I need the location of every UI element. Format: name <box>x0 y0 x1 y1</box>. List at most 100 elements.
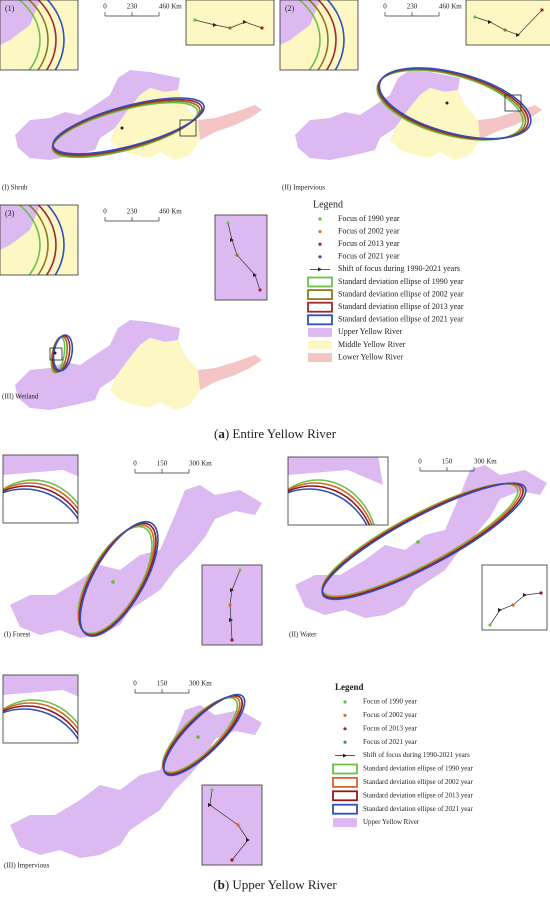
legend-label: Focus of 2002 year <box>363 711 418 719</box>
inset-ellipse <box>288 479 375 525</box>
inset-ellipse <box>3 488 78 521</box>
focus-cluster <box>416 540 420 544</box>
inset-ellipse <box>18 205 41 275</box>
scale-label: 230 <box>127 3 138 11</box>
focus-box <box>504 94 522 112</box>
focus-cluster <box>196 735 200 739</box>
panel-label: (II) Impervious <box>282 184 325 192</box>
focus-point <box>260 26 264 30</box>
inset-land <box>3 455 78 477</box>
inset-frame <box>481 564 548 631</box>
focus-cluster <box>111 580 115 584</box>
focus-point <box>258 288 262 292</box>
panel-label: (III) Wetland <box>2 393 39 401</box>
focus-box <box>49 347 63 361</box>
ellipse <box>79 520 159 637</box>
legend-point <box>318 230 322 234</box>
scale-label: 460 Km <box>159 208 182 216</box>
legend-label: Standard deviation ellipse of 1990 year <box>363 765 473 773</box>
caption-part: ( <box>213 877 217 892</box>
legend-point <box>343 700 347 704</box>
inset-frame <box>185 0 275 46</box>
shift-arrow <box>253 273 257 277</box>
focus-cluster <box>53 351 57 355</box>
clipped <box>0 0 78 70</box>
scale-label: 0 <box>133 680 137 688</box>
legend-label: Standard deviation ellipse of 1990 year <box>338 277 464 286</box>
inset-bg <box>202 785 262 865</box>
caption-part: ) Entire Yellow River <box>225 426 337 441</box>
scale-label: 300 Km <box>474 458 497 466</box>
legend-point <box>318 217 322 221</box>
legend-ring <box>307 276 333 288</box>
focus-point <box>473 15 477 19</box>
focus-cluster <box>445 101 449 105</box>
scale-label: 0 <box>103 3 107 11</box>
focus-box <box>179 119 197 137</box>
inset-ellipse <box>307 0 329 70</box>
shift-arrow <box>523 593 527 597</box>
focus-point <box>230 858 234 862</box>
focus-point <box>228 603 232 607</box>
panel-label: (II) Water <box>289 631 317 639</box>
inset-land <box>3 675 78 697</box>
map-panel: 0 230 460 Km (1) (I) Shrub <box>0 0 275 192</box>
legend: Legend Focus of 1990 year Focus of 2002 ye… <box>332 682 473 828</box>
focus-cluster <box>120 126 124 130</box>
legend-label: Standard deviation ellipse of 2021 year <box>338 315 464 324</box>
legend-label: Standard deviation ellipse of 2002 year <box>363 778 473 786</box>
legend-fill <box>308 340 332 350</box>
legend-ring <box>332 777 358 788</box>
legend-point <box>343 713 347 717</box>
scale-label: 0 <box>103 208 107 216</box>
legend-label: Standard deviation ellipse of 2021 year <box>363 805 473 813</box>
inset-frame <box>201 564 263 646</box>
legend-ring <box>307 301 333 313</box>
legend-fill <box>333 818 357 828</box>
map-panel: 0 150 300 Km (I) Forest <box>2 454 263 646</box>
caption-part: ( <box>214 426 218 441</box>
scale-label: 150 <box>157 460 168 468</box>
scale-label: 0 <box>133 460 137 468</box>
inset-frame <box>465 0 550 46</box>
focus-point <box>511 603 515 607</box>
scale-label: 460 Km <box>439 3 462 11</box>
focus-point <box>226 221 230 225</box>
inset-ellipse <box>27 205 49 275</box>
legend-fill <box>308 353 332 363</box>
legend-arrowhead <box>343 753 347 758</box>
focus-point <box>235 253 239 257</box>
inset-label: (2) <box>285 4 295 13</box>
inset-frame <box>201 784 263 866</box>
basin <box>295 70 542 160</box>
inset-ellipse <box>298 0 321 70</box>
legend-ring <box>332 803 358 815</box>
inset-frame <box>2 674 79 744</box>
scale-label: 300 Km <box>189 460 212 468</box>
legend-label: Focus of 1990 year <box>338 214 400 223</box>
panel-label: (I) Shrub <box>2 184 28 192</box>
caption-part: ) Upper Yellow River <box>225 877 338 892</box>
focus-point <box>230 638 234 642</box>
legend-ring <box>307 289 333 300</box>
legend-label: Middle Yellow River <box>338 340 406 349</box>
inset-frame <box>0 204 79 276</box>
ellipse <box>321 482 527 601</box>
inset-ellipse <box>326 0 345 70</box>
focus-point <box>228 26 232 30</box>
legend-label: Focus of 1990 year <box>363 698 418 706</box>
map-panel: 0 150 300 Km (III) Impervious <box>2 674 263 870</box>
inset-ellipse <box>3 479 78 506</box>
shift-arrow <box>488 20 492 24</box>
focus-point <box>236 823 240 827</box>
legend-arrowhead <box>318 267 322 272</box>
scale-label: 0 <box>383 3 387 11</box>
legend-title: Legend <box>313 199 343 210</box>
shift-arrow <box>208 803 212 807</box>
legend-label: Upper Yellow River <box>338 327 403 336</box>
scale-bar: 0 150 300 Km <box>133 460 212 474</box>
inset-bg <box>466 0 550 45</box>
shift-arrow <box>246 838 250 842</box>
scale-label: 150 <box>442 458 453 466</box>
legend-point <box>343 727 347 731</box>
